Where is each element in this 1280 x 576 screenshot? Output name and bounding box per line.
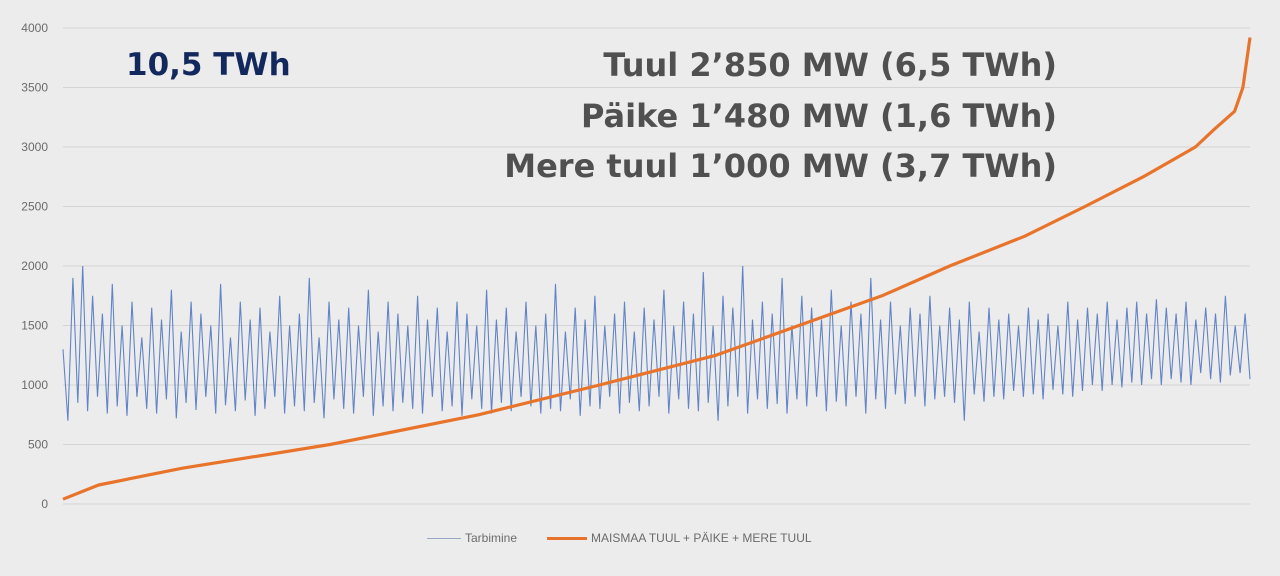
legend-swatch-generation [547,536,588,540]
y-tick-label: 1000 [21,378,48,392]
annotation-offshore-wind: Mere tuul 1’000 MW (3,7 TWh) [504,147,1057,185]
y-tick-label: 3500 [21,81,48,95]
annotation-solar: Päike 1’480 MW (1,6 TWh) [580,97,1057,135]
y-tick-label: 2000 [21,259,48,273]
y-tick-label: 3000 [21,140,48,154]
y-tick-label: 1500 [21,319,48,333]
legend: Tarbimine MAISMAA TUUL + PÄIKE + MERE TU… [427,531,812,545]
series-generation-line [62,37,1252,501]
y-tick-label: 2500 [21,200,48,214]
legend-label-consumption: Tarbimine [465,531,518,545]
legend-swatch-consumption [427,537,461,539]
y-tick-label: 4000 [21,21,48,35]
y-tick-label: 0 [41,497,48,511]
y-tick-label: 500 [28,438,48,452]
annotation-wind: Tuul 2’850 MW (6,5 TWh) [603,46,1057,84]
total-energy-label: 10,5 TWh [126,47,291,83]
legend-label-generation: MAISMAA TUUL + PÄIKE + MERE TUUL [591,531,812,545]
series-consumption-line [62,265,1251,421]
